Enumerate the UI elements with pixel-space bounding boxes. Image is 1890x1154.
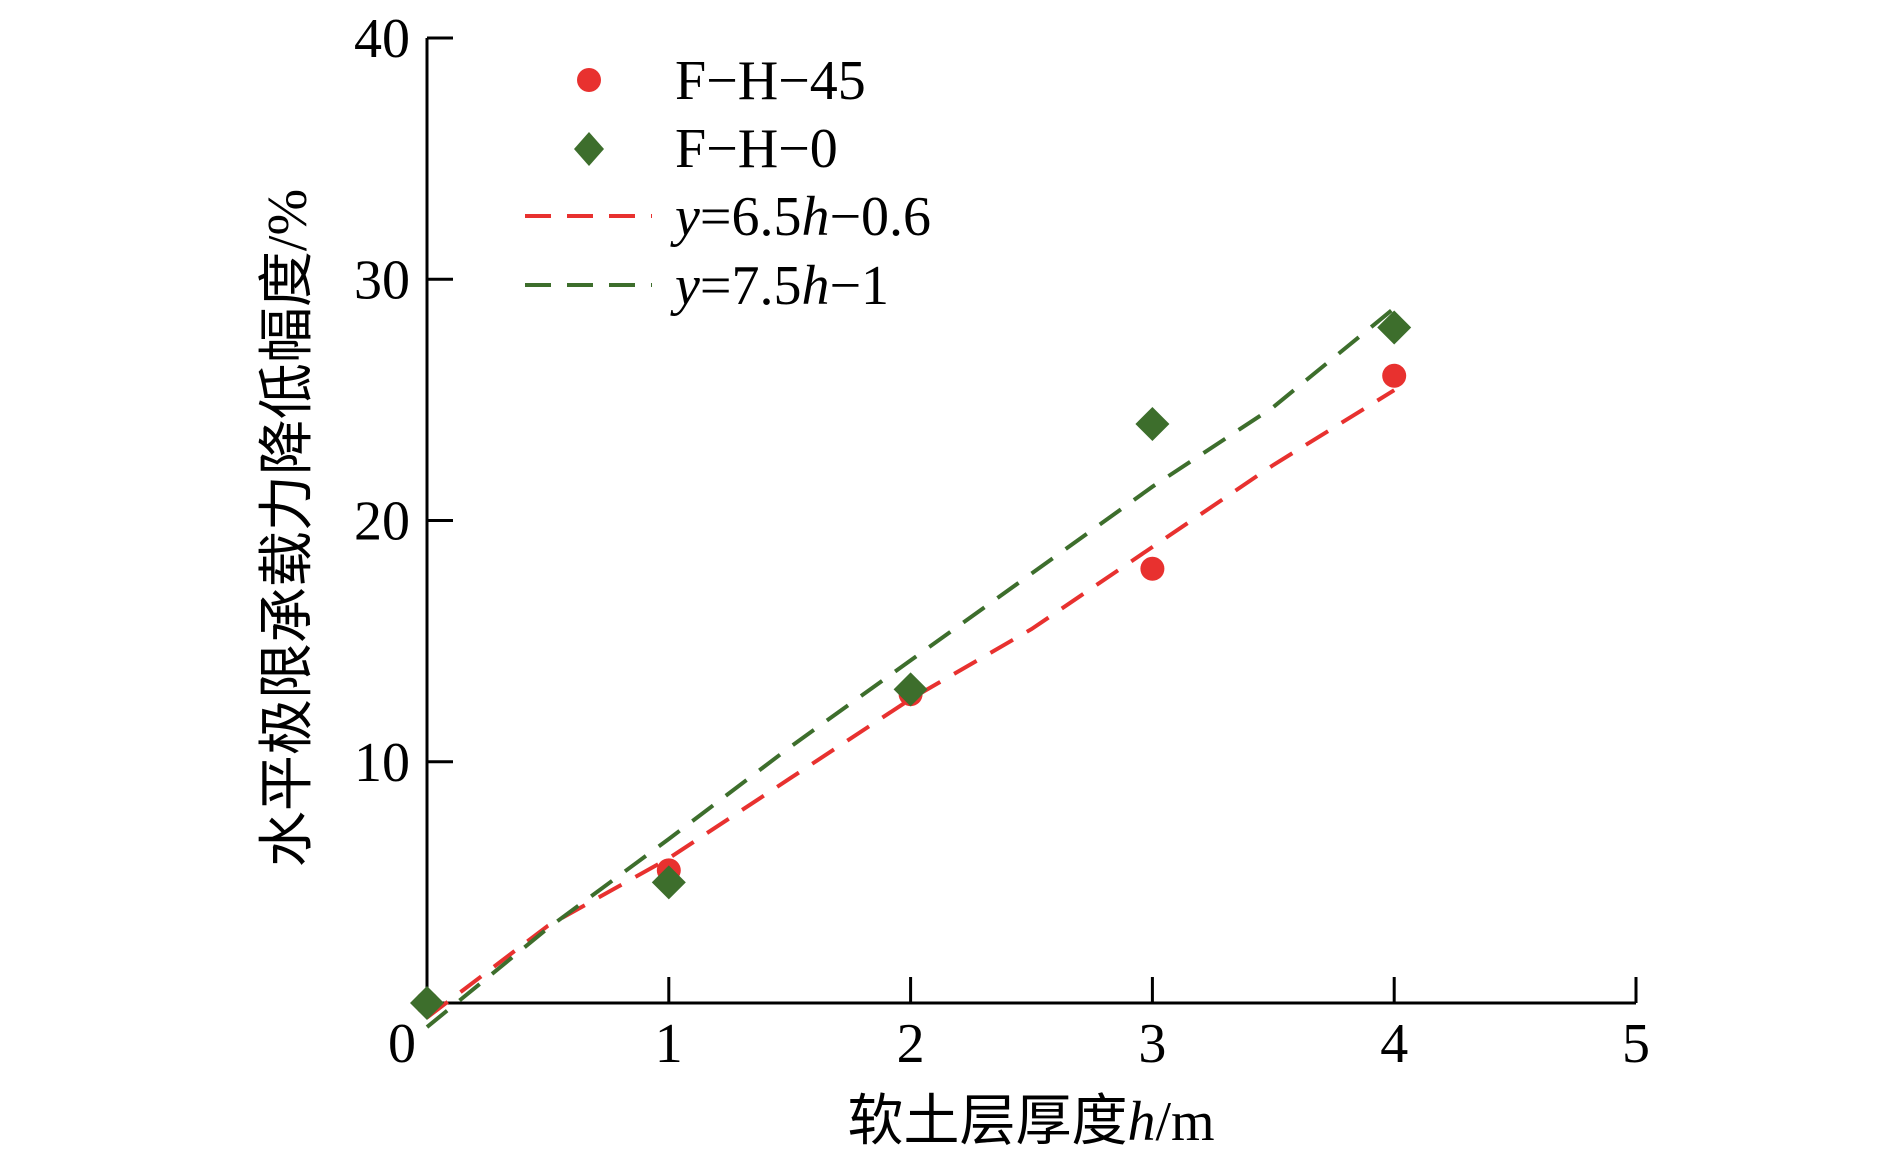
x-tick-label: 5 [1622,1013,1650,1075]
data-markers [410,310,1412,1020]
legend-fit-2-y: y [670,255,700,317]
legend-fit-1-h: h [801,186,829,248]
fit-line-2 [425,306,1396,1029]
legend-fit-1-y: y [670,186,700,248]
y-tick-label: 20 [354,491,410,553]
plot-area: 1 2 3 4 5 10 20 30 40 0 [354,8,1650,1075]
legend-fit-2-coef: =7.5 [700,255,802,317]
x-tick-label: 3 [1138,1013,1166,1075]
legend-label-series-1: F−H−45 [675,50,866,112]
x-axis-label-text: 软土层厚度 [847,1091,1127,1153]
x-ticks: 1 2 3 4 5 [655,977,1650,1075]
legend-marker-circle [577,68,601,92]
y-axis-label: 水平极限承载力降低幅度/% [257,189,319,867]
x-axis-label: 软土层厚度h/m [847,1091,1214,1153]
fit-lines [425,306,1396,1029]
x-tick-label: 2 [897,1013,925,1075]
data-point-diamond [1135,407,1170,441]
legend-label-series-2: F−H−0 [675,118,838,180]
legend-label-fit-1: y=6.5h−0.6 [670,186,931,248]
x-tick-label: 4 [1380,1013,1408,1075]
y-tick-label: 40 [354,8,410,70]
legend: F−H−45 F−H−0 y=6.5h−0.6 y=7.5h−1 [525,50,931,317]
legend-fit-2-h: h [801,255,829,317]
legend-fit-1-coef: =6.5 [700,186,802,248]
data-point-circle [1382,363,1407,388]
data-point-diamond [410,986,444,1020]
x-tick-label: 1 [655,1013,683,1075]
legend-marker-diamond [574,132,604,166]
y-ticks: 10 20 30 40 [354,8,453,794]
legend-fit-2-const: −1 [829,255,889,317]
origin-label: 0 [388,1013,416,1075]
y-tick-label: 30 [354,249,410,311]
y-tick-label: 10 [354,732,410,794]
x-axis-label-unit: /m [1155,1091,1214,1153]
data-point-diamond [1377,310,1412,345]
data-point-diamond [893,672,928,707]
data-point-diamond [651,865,686,900]
data-point-circle [1140,556,1165,581]
legend-label-fit-2: y=7.5h−1 [670,255,889,317]
legend-fit-1-const: −0.6 [829,186,931,248]
x-axis-label-var: h [1127,1091,1155,1153]
